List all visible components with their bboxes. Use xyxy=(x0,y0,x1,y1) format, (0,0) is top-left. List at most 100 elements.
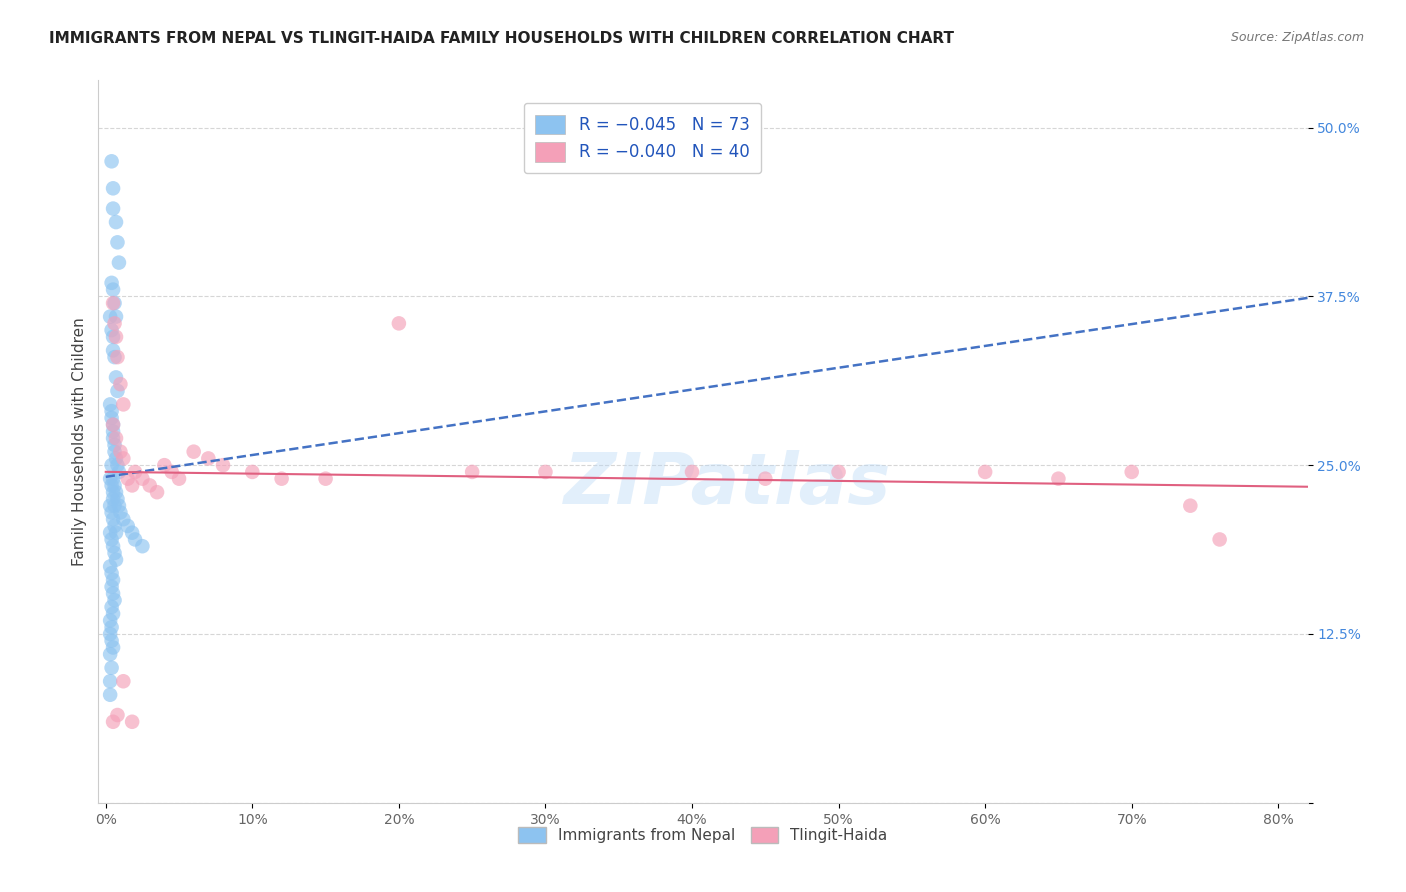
Point xyxy=(98,310,121,324)
Point xyxy=(681,465,703,479)
Point xyxy=(103,438,125,452)
Point xyxy=(107,350,129,364)
Point xyxy=(98,614,121,628)
Point xyxy=(121,714,143,729)
Point xyxy=(121,525,143,540)
Point xyxy=(101,202,124,216)
Point xyxy=(101,512,124,526)
Point xyxy=(107,235,129,250)
Point xyxy=(103,478,125,492)
Point xyxy=(107,458,129,472)
Point xyxy=(101,425,124,439)
Point xyxy=(100,404,122,418)
Point xyxy=(112,451,135,466)
Point xyxy=(131,472,153,486)
Point xyxy=(827,465,849,479)
Point xyxy=(100,323,122,337)
Point xyxy=(103,519,125,533)
Point xyxy=(110,444,132,458)
Point xyxy=(534,465,557,479)
Point xyxy=(105,310,128,324)
Point xyxy=(105,215,128,229)
Legend: Immigrants from Nepal, Tlingit-Haida: Immigrants from Nepal, Tlingit-Haida xyxy=(512,822,894,849)
Point xyxy=(103,317,125,331)
Point xyxy=(108,499,131,513)
Point xyxy=(100,505,122,519)
Point xyxy=(108,255,131,269)
Point xyxy=(101,343,124,358)
Point xyxy=(105,370,128,384)
Point xyxy=(98,688,121,702)
Point xyxy=(108,465,131,479)
Point xyxy=(98,647,121,661)
Point xyxy=(183,444,205,458)
Point xyxy=(105,330,128,344)
Point xyxy=(167,472,190,486)
Point xyxy=(146,485,169,500)
Point xyxy=(1047,472,1070,486)
Point xyxy=(105,485,128,500)
Point xyxy=(100,154,122,169)
Point xyxy=(100,620,122,634)
Point xyxy=(131,539,153,553)
Point xyxy=(101,573,124,587)
Point xyxy=(98,397,121,411)
Point xyxy=(101,485,124,500)
Point xyxy=(100,478,122,492)
Point xyxy=(101,491,124,506)
Point xyxy=(101,296,124,310)
Point xyxy=(98,499,121,513)
Point xyxy=(105,552,128,566)
Point xyxy=(101,472,124,486)
Point xyxy=(105,451,128,466)
Point xyxy=(98,525,121,540)
Point xyxy=(101,640,124,655)
Point xyxy=(101,431,124,445)
Point xyxy=(461,465,484,479)
Point xyxy=(112,512,135,526)
Point xyxy=(1121,465,1143,479)
Point xyxy=(98,559,121,574)
Point xyxy=(270,472,292,486)
Point xyxy=(112,674,135,689)
Point xyxy=(105,431,128,445)
Point xyxy=(100,599,122,614)
Point xyxy=(974,465,997,479)
Point xyxy=(117,519,139,533)
Point xyxy=(1208,533,1230,547)
Point xyxy=(121,478,143,492)
Point xyxy=(101,586,124,600)
Point xyxy=(98,627,121,641)
Point xyxy=(100,276,122,290)
Text: ZIPatlas: ZIPatlas xyxy=(564,450,891,519)
Point xyxy=(153,458,176,472)
Y-axis label: Family Households with Children: Family Households with Children xyxy=(72,318,87,566)
Point xyxy=(103,593,125,607)
Text: IMMIGRANTS FROM NEPAL VS TLINGIT-HAIDA FAMILY HOUSEHOLDS WITH CHILDREN CORRELATI: IMMIGRANTS FROM NEPAL VS TLINGIT-HAIDA F… xyxy=(49,31,955,46)
Point xyxy=(103,546,125,560)
Point xyxy=(103,296,125,310)
Point xyxy=(101,714,124,729)
Point xyxy=(124,465,146,479)
Point xyxy=(107,384,129,398)
Point xyxy=(98,674,121,689)
Point xyxy=(101,181,124,195)
Point xyxy=(103,444,125,458)
Point xyxy=(197,451,219,466)
Point xyxy=(138,478,160,492)
Point xyxy=(101,417,124,432)
Point xyxy=(101,283,124,297)
Point xyxy=(101,607,124,621)
Point xyxy=(103,499,125,513)
Point xyxy=(1180,499,1202,513)
Point xyxy=(315,472,337,486)
Point xyxy=(100,533,122,547)
Point xyxy=(388,317,411,331)
Point xyxy=(212,458,235,472)
Point xyxy=(100,566,122,581)
Point xyxy=(112,397,135,411)
Point xyxy=(754,472,776,486)
Point xyxy=(117,472,139,486)
Point xyxy=(98,472,121,486)
Point xyxy=(110,505,132,519)
